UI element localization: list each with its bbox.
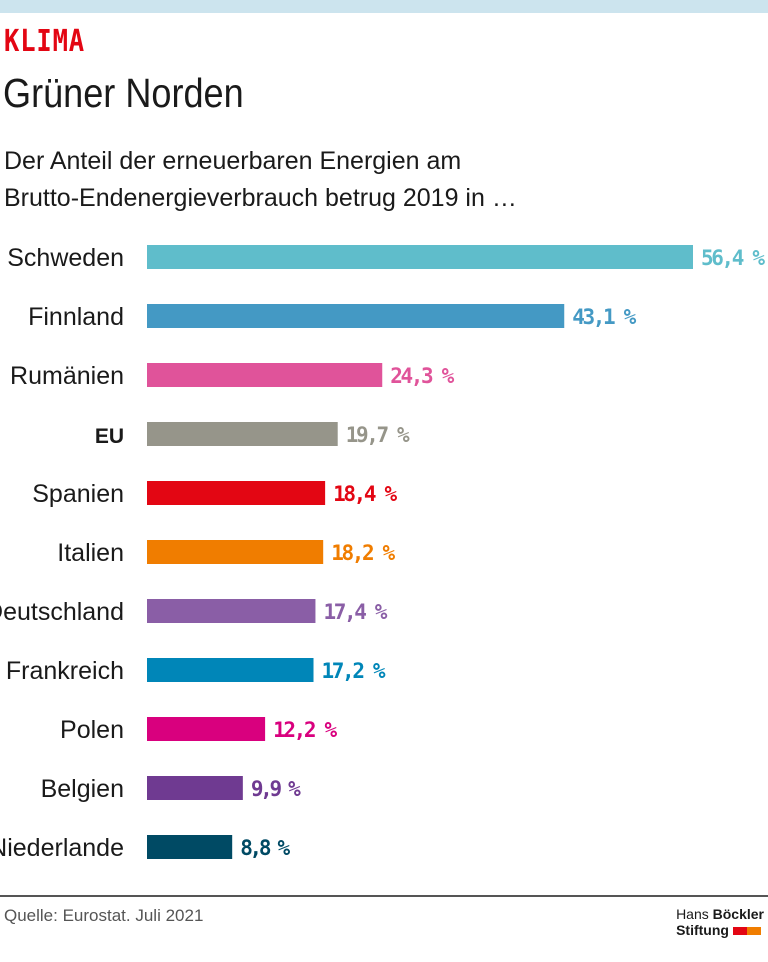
category-label: Deutschland xyxy=(0,598,124,626)
bar-eu xyxy=(147,422,338,446)
top-accent-bar xyxy=(0,0,768,13)
bar-italien xyxy=(147,540,324,564)
value-label: 43,1 % xyxy=(572,305,636,329)
kicker: KLIMA xyxy=(4,24,86,59)
bar-rumänien xyxy=(147,363,383,387)
value-label: 9,9 % xyxy=(251,777,301,801)
footer-divider xyxy=(0,895,768,897)
value-label: 18,2 % xyxy=(331,541,395,565)
category-label: Schweden xyxy=(7,244,124,272)
bar-polen xyxy=(147,717,266,741)
category-label: Niederlande xyxy=(0,834,124,862)
chart-title: Grüner Norden xyxy=(3,70,244,116)
value-label: 19,7 % xyxy=(346,423,410,447)
bar-deutschland xyxy=(147,599,316,623)
bar-frankreich xyxy=(147,658,314,682)
value-label: 8,8 % xyxy=(240,836,290,860)
bar-spanien xyxy=(147,481,326,505)
category-label: Italien xyxy=(57,539,124,567)
subtitle-line-2: Brutto-Endenergieverbrauch betrug 2019 i… xyxy=(4,184,517,212)
value-label: 24,3 % xyxy=(390,364,454,388)
category-label: Spanien xyxy=(32,480,124,508)
category-label: Belgien xyxy=(41,775,124,803)
bar-schweden xyxy=(147,245,693,269)
value-label: 17,4 % xyxy=(323,600,387,624)
category-label: Frankreich xyxy=(6,657,124,685)
source-note: Quelle: Eurostat. Juli 2021 xyxy=(4,906,204,925)
subtitle-line-1: Der Anteil der erneuerbaren Energien am xyxy=(4,147,462,175)
value-label: 12,2 % xyxy=(273,718,337,742)
value-label: 18,4 % xyxy=(333,482,397,506)
bar-finnland xyxy=(147,304,565,328)
chart-subtitle: Der Anteil der erneuerbaren Energien am … xyxy=(4,143,764,217)
value-label: 56,4 % xyxy=(701,246,765,270)
category-label: Rumänien xyxy=(10,362,124,390)
bar-niederlande xyxy=(147,835,233,859)
category-label: Polen xyxy=(60,716,124,744)
value-label: 17,2 % xyxy=(322,659,386,683)
hans-boeckler-stiftung-logo: Hans Böckler Stiftung xyxy=(676,906,764,938)
category-label: Finnland xyxy=(28,303,124,331)
category-label: EU xyxy=(95,425,124,448)
bar-belgien xyxy=(147,776,243,800)
